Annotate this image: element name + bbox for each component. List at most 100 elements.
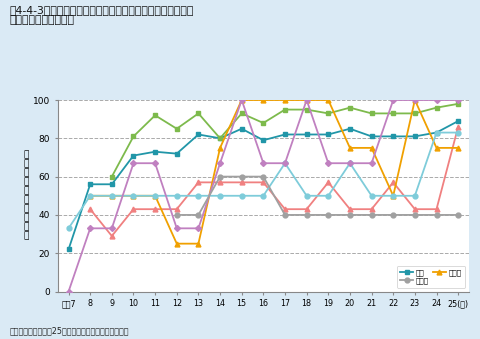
有明海: [390, 213, 396, 217]
海域: [411, 134, 417, 138]
有明海: [260, 175, 266, 179]
瀬戸内海（大阪湾を除く）: [454, 102, 460, 106]
東京湾: [238, 194, 244, 198]
八代海: [174, 242, 180, 246]
大阪湾: [152, 161, 157, 165]
海域: [131, 154, 136, 158]
大阪湾: [454, 98, 460, 102]
海域: [238, 127, 244, 131]
Line: 八代海: 八代海: [87, 98, 460, 246]
瀬戸内海（大阪湾を除く）: [368, 112, 373, 116]
東京湾: [346, 161, 352, 165]
伊勢湾（三河湾を含む）: [303, 207, 309, 211]
東京湾: [324, 194, 330, 198]
八代海: [281, 98, 287, 102]
八代海: [368, 146, 373, 150]
Text: 移（全窒素・全りん）: 移（全窒素・全りん）: [10, 15, 74, 25]
Y-axis label: 環
境
基
準
達
成
率
（
％
）: 環 境 基 準 達 成 率 （ ％ ）: [23, 151, 29, 241]
伊勢湾（三河湾を含む）: [411, 207, 417, 211]
有明海: [238, 175, 244, 179]
Line: 大阪湾: 大阪湾: [66, 98, 459, 294]
東京湾: [411, 194, 417, 198]
東京湾: [368, 194, 373, 198]
大阪湾: [174, 226, 180, 231]
東京湾: [195, 194, 201, 198]
東京湾: [87, 194, 93, 198]
大阪湾: [346, 161, 352, 165]
海域: [195, 133, 201, 137]
有明海: [281, 213, 287, 217]
海域: [174, 152, 180, 156]
海域: [346, 127, 352, 131]
八代海: [195, 242, 201, 246]
Line: 伊勢湾（三河湾を含む）: 伊勢湾（三河湾を含む）: [87, 124, 460, 238]
海域: [324, 133, 330, 137]
東京湾: [131, 194, 136, 198]
東京湾: [217, 194, 223, 198]
伊勢湾（三河湾を含む）: [217, 180, 223, 184]
伊勢湾（三河湾を含む）: [281, 207, 287, 211]
大阪湾: [260, 161, 266, 165]
瀬戸内海（大阪湾を除く）: [260, 121, 266, 125]
伊勢湾（三河湾を含む）: [368, 207, 373, 211]
大阪湾: [131, 161, 136, 165]
八代海: [411, 98, 417, 102]
東京湾: [152, 194, 157, 198]
海域: [260, 138, 266, 142]
大阪湾: [411, 98, 417, 102]
大阪湾: [433, 98, 439, 102]
東京湾: [174, 194, 180, 198]
伊勢湾（三河湾を含む）: [238, 180, 244, 184]
八代海: [390, 194, 396, 198]
瀬戸内海（大阪湾を除く）: [390, 112, 396, 116]
伊勢湾（三河湾を含む）: [454, 125, 460, 129]
Text: 資料：環境省「平抂25年度公共用水域水質測定結果」: 資料：環境省「平抂25年度公共用水域水質測定結果」: [10, 326, 129, 335]
Line: 東京湾: 東京湾: [66, 130, 460, 231]
東京湾: [66, 226, 72, 231]
海域: [433, 131, 439, 135]
有明海: [174, 213, 180, 217]
有明海: [324, 213, 330, 217]
八代海: [217, 146, 223, 150]
有明海: [195, 213, 201, 217]
有明海: [454, 213, 460, 217]
伊勢湾（三河湾を含む）: [433, 207, 439, 211]
東京湾: [108, 194, 114, 198]
Line: 有明海: 有明海: [174, 174, 460, 217]
大阪湾: [303, 98, 309, 102]
伊勢湾（三河湾を含む）: [390, 180, 396, 184]
八代海: [131, 194, 136, 198]
伊勢湾（三河湾を含む）: [346, 207, 352, 211]
有明海: [217, 175, 223, 179]
有明海: [303, 213, 309, 217]
瀬戸内海（大阪湾を除く）: [433, 106, 439, 110]
Line: 瀬戸内海（大阪湾を除く）: 瀬戸内海（大阪湾を除く）: [109, 101, 460, 179]
大阪湾: [368, 161, 373, 165]
八代海: [108, 194, 114, 198]
八代海: [324, 98, 330, 102]
伊勢湾（三河湾を含む）: [324, 180, 330, 184]
伊勢湾（三河湾を含む）: [131, 207, 136, 211]
Legend: 海域, 有明海, 八代海: 海域, 有明海, 八代海: [396, 265, 464, 288]
瀬戸内海（大阪湾を除く）: [108, 175, 114, 179]
伊勢湾（三河湾を含む）: [195, 180, 201, 184]
海域: [454, 119, 460, 123]
有明海: [411, 213, 417, 217]
八代海: [238, 98, 244, 102]
Text: 围4-4-3　広域的な閉鎖性海域における環境基準達成率の推: 围4-4-3 広域的な閉鎖性海域における環境基準達成率の推: [10, 5, 193, 15]
大阪湾: [390, 98, 396, 102]
大阪湾: [108, 226, 114, 231]
大阪湾: [217, 161, 223, 165]
八代海: [303, 98, 309, 102]
海域: [303, 133, 309, 137]
伊勢湾（三河湾を含む）: [87, 207, 93, 211]
大阪湾: [66, 290, 72, 294]
海域: [281, 133, 287, 137]
八代海: [87, 194, 93, 198]
大阪湾: [281, 161, 287, 165]
海域: [368, 134, 373, 138]
八代海: [454, 146, 460, 150]
伊勢湾（三河湾を含む）: [174, 207, 180, 211]
瀬戸内海（大阪湾を除く）: [195, 112, 201, 116]
海域: [108, 182, 114, 186]
